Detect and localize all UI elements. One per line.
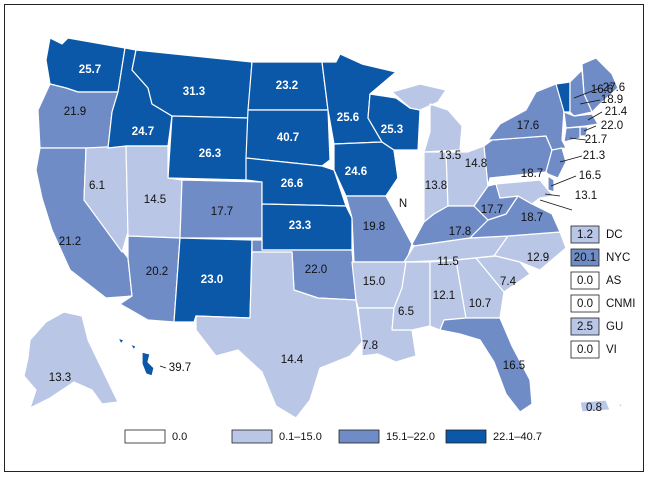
state-value-PA: 18.7	[521, 168, 543, 180]
territory-name-gu: GU	[606, 321, 623, 333]
state-NH	[569, 69, 593, 117]
state-NY	[487, 83, 567, 151]
state-value-AZ: 20.2	[146, 266, 168, 278]
state-value-CT: 21.7	[585, 134, 607, 146]
state-value-AL: 12.1	[433, 290, 455, 302]
territory-box-cnmi	[570, 294, 600, 313]
state-value-ND: 23.2	[276, 80, 298, 92]
state-value-WY: 26.3	[199, 148, 221, 160]
state-value-NM: 23.0	[201, 274, 223, 286]
territory-box-dc	[570, 225, 600, 244]
state-value-OK: 22.0	[305, 264, 327, 276]
legend-label-1: 0.0	[172, 431, 187, 443]
legend-label-2: 0.1–15.0	[279, 431, 322, 443]
state-FL	[439, 317, 533, 413]
territory-value-vi: 0.0	[577, 344, 593, 356]
state-NJ	[545, 147, 567, 179]
territory-box-nyc	[570, 248, 600, 267]
state-SC	[475, 255, 531, 293]
territory-value-nyc: 20.1	[574, 252, 596, 264]
state-MI	[391, 83, 463, 153]
state-value-IA: 24.6	[345, 166, 367, 178]
territory-name-vi: VI	[606, 344, 617, 356]
territory-name-dc: DC	[606, 229, 623, 241]
state-DE	[547, 175, 555, 193]
state-TX	[195, 251, 363, 419]
state-value-TX: 14.4	[281, 354, 304, 366]
state-value-WI: 25.3	[381, 124, 403, 136]
state-value-MO: 19.8	[363, 221, 385, 233]
state-value-AK: 13.3	[49, 372, 71, 384]
legend-swatch-4	[445, 429, 487, 444]
state-value-ID: 24.7	[132, 126, 154, 138]
territory-value-dc: 1.2	[577, 229, 593, 241]
state-value-KY: 17.8	[449, 226, 471, 238]
state-value-NC: 12.9	[527, 252, 549, 264]
legend-swatch-2	[231, 429, 273, 444]
state-value-WA: 25.7	[79, 64, 101, 76]
state-value-CA: 21.2	[59, 236, 81, 248]
state-value-SD: 40.7	[277, 132, 299, 144]
state-value-OR: 21.9	[64, 106, 86, 118]
territory-box-gu	[570, 317, 600, 336]
legend-swatch-3	[338, 429, 380, 444]
state-value-TN: 11.5	[437, 256, 459, 268]
state-value-NH: 18.9	[601, 94, 623, 106]
state-SD	[245, 109, 331, 167]
state-value-KS: 23.3	[289, 220, 311, 232]
territory-value-as: 0.0	[577, 275, 593, 287]
territory-box-vi	[570, 340, 600, 359]
territory-name-cnmi: CNMI	[606, 298, 635, 310]
territory-value-cnmi: 0.0	[577, 298, 593, 310]
legend-label-4: 22.1–40.7	[493, 431, 542, 443]
state-value-HI: 39.7	[169, 362, 191, 374]
state-AK	[23, 311, 119, 409]
state-value-LA: 7.8	[362, 340, 378, 352]
state-value-MA: 21.4	[605, 106, 628, 118]
state-CT	[563, 126, 581, 143]
state-value-GA: 10.7	[469, 298, 491, 310]
legend-label-3: 15.1–22.0	[386, 431, 435, 443]
state-value-ME: 16.6	[591, 84, 613, 96]
state-value-SC: 7.4	[500, 276, 517, 288]
state-value-NJ: 21.3	[583, 150, 605, 162]
state-MD	[495, 179, 555, 205]
territory-value-gu: 2.5	[577, 321, 593, 333]
state-value-NY: 17.6	[517, 120, 539, 132]
territory-name-nyc: NYC	[606, 252, 630, 264]
state-value-UT: 14.5	[144, 194, 166, 206]
territory-name-as: AS	[606, 275, 622, 287]
state-value-NV: 6.1	[89, 180, 105, 192]
state-value-MN: 25.6	[337, 112, 359, 124]
state-value-WV: 17.7	[481, 204, 503, 216]
legend-swatch-1	[124, 429, 166, 444]
state-value-AR: 15.0	[363, 276, 385, 288]
state-value-VA: 18.7	[521, 212, 543, 224]
territory-box-as	[570, 271, 600, 290]
state-value-DE: 16.5	[579, 170, 601, 182]
state-value-IN: 13.8	[425, 180, 447, 192]
leader-lines	[159, 87, 603, 369]
state-MS	[391, 261, 431, 331]
state-value-IL: N	[399, 198, 407, 210]
state-value-CO: 17.7	[211, 206, 233, 218]
state-HI	[117, 337, 155, 377]
state-PR	[579, 399, 623, 413]
state-value-MD: 13.1	[575, 190, 597, 202]
state-value-FL: 16.5	[503, 360, 525, 372]
state-value-PR: 0.8	[586, 402, 602, 414]
state-value-MI: 13.5	[439, 150, 461, 162]
state-value-MS: 6.5	[398, 306, 414, 318]
state-value-VT: 27.6	[603, 82, 625, 94]
state-value-MT: 31.3	[183, 86, 205, 98]
state-GA	[455, 257, 505, 319]
state-value-RI: 22.0	[601, 120, 623, 132]
state-value-OH: 14.8	[465, 158, 487, 170]
state-value-NE: 26.6	[281, 178, 303, 190]
